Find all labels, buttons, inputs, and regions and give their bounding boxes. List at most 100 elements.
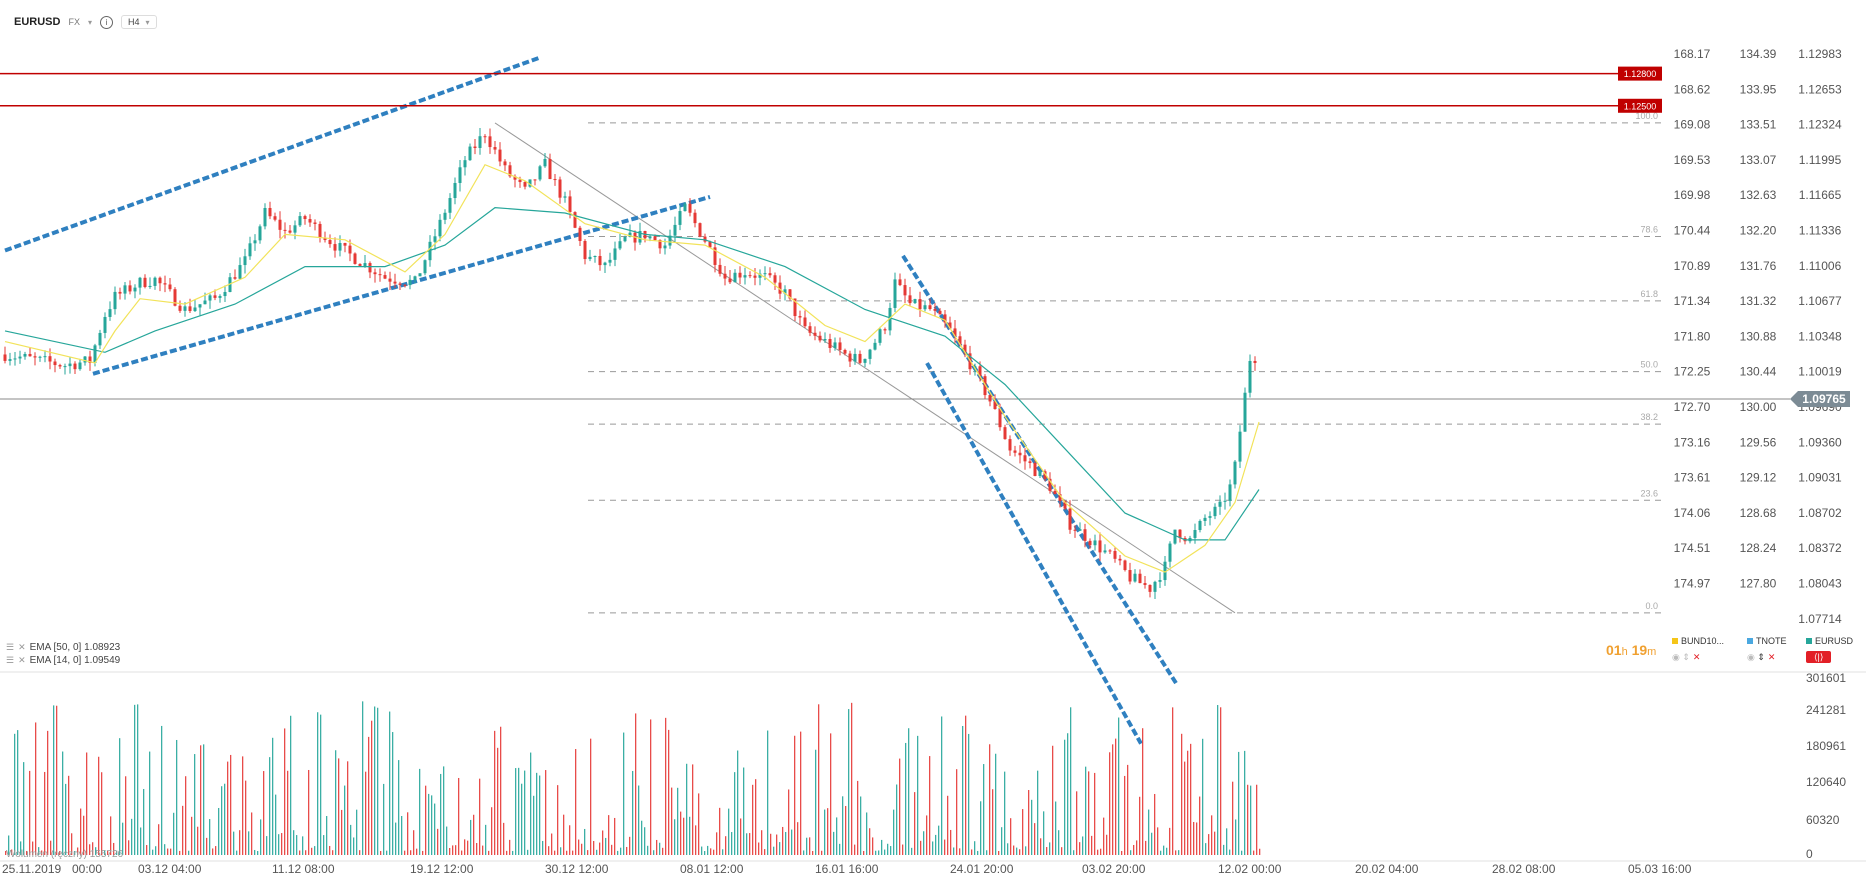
volume-bar <box>836 817 838 855</box>
candle-body <box>68 363 72 367</box>
candle-body <box>748 275 752 277</box>
settings-icon[interactable]: ☰ <box>6 642 15 652</box>
time-tick-label: 03.02 20:00 <box>1082 862 1146 876</box>
volume-bar <box>530 752 532 855</box>
volume-bar <box>968 733 970 855</box>
volume-bar <box>1166 847 1168 855</box>
candle-body <box>188 306 192 312</box>
timeframe-select[interactable]: H4 ▾ <box>120 15 157 29</box>
indicator-ema14[interactable]: ☰ ✕ EMA [14, 0] 1.09549 <box>6 655 120 666</box>
candle-body <box>478 136 482 148</box>
volume-bar <box>152 849 154 855</box>
candle-body <box>98 332 102 346</box>
volume-bar <box>101 772 103 855</box>
volume-bar <box>86 752 88 855</box>
volume-bar <box>1226 828 1228 855</box>
candle-body <box>458 167 462 183</box>
volume-bar <box>68 775 70 855</box>
candle-body <box>598 255 602 266</box>
settings-icon[interactable]: ☰ <box>6 655 15 665</box>
volume-bar <box>401 815 403 855</box>
symbol-label[interactable]: EURUSD <box>14 16 61 28</box>
volume-bar <box>815 749 817 855</box>
volume-bar <box>455 845 457 855</box>
volume-bar <box>71 833 73 855</box>
symbol-toggle-tnote[interactable]: TNOTE ◉ ⇕ ✕ <box>1747 636 1807 663</box>
volume-bar <box>725 836 727 855</box>
candle-body <box>1128 570 1132 582</box>
volume-bar <box>491 807 493 855</box>
candle-body <box>808 326 812 333</box>
candle-body <box>333 244 337 251</box>
time-tick-label: 11.12 08:00 <box>272 862 335 876</box>
candle-body <box>213 295 217 298</box>
close-icon[interactable]: ✕ <box>18 642 26 652</box>
indicator-ema50[interactable]: ☰ ✕ EMA [50, 0] 1.08923 <box>6 642 120 653</box>
volume-bar <box>119 738 121 855</box>
volume-bar <box>395 822 397 855</box>
close-icon[interactable]: ✕ <box>18 655 26 665</box>
timeframe-value: H4 <box>127 17 140 27</box>
candle-body <box>3 354 7 361</box>
candle-body <box>438 219 442 237</box>
volume-bar <box>941 716 943 855</box>
time-tick-label: 03.12 04:00 <box>138 862 202 876</box>
volume-bar <box>1154 793 1156 855</box>
volume-bar <box>17 730 19 855</box>
tnote-tick-label: 132.20 <box>1740 224 1777 238</box>
candle-body <box>548 158 552 180</box>
candle-body <box>148 285 152 288</box>
chevron-down-icon[interactable]: ▾ <box>87 17 92 27</box>
volume-bar <box>23 762 25 855</box>
candle-body <box>603 262 607 266</box>
active-scale-button[interactable]: ⟨|⟩ <box>1806 651 1832 663</box>
candle-body <box>1118 558 1122 561</box>
time-tick-label: 30.12 12:00 <box>545 862 609 876</box>
symbol-toggle-eurusd[interactable]: EURUSD ⟨|⟩ <box>1806 636 1866 663</box>
volume-bar <box>827 808 829 855</box>
tnote-tick-label: 133.51 <box>1740 118 1777 132</box>
candle-body <box>1078 529 1082 531</box>
volume-bar <box>617 850 619 855</box>
volume-bar <box>1037 770 1039 855</box>
eye-icon[interactable]: ◉ <box>1747 652 1755 662</box>
volume-bar <box>326 816 328 855</box>
volume-bar <box>998 850 1000 855</box>
candle-body <box>1093 540 1097 546</box>
close-icon[interactable]: ✕ <box>1692 652 1701 662</box>
close-icon[interactable]: ✕ <box>1767 652 1776 662</box>
volume-bar <box>611 844 613 855</box>
volume-bar <box>113 842 115 855</box>
volume-bar <box>989 744 991 855</box>
volume-bar <box>302 836 304 855</box>
volume-bar <box>953 847 955 855</box>
volume-bar <box>281 833 283 855</box>
volume-bar <box>1238 751 1240 855</box>
volume-bar <box>275 794 277 855</box>
volume-bar <box>1076 791 1078 855</box>
candle-body <box>363 263 367 267</box>
candle-body <box>663 245 667 249</box>
volume-bar <box>1019 849 1021 855</box>
sort-icon[interactable]: ⇕ <box>1682 652 1690 662</box>
volume-bar <box>659 842 661 855</box>
volume-bar <box>272 737 274 855</box>
sort-icon[interactable]: ⇕ <box>1757 652 1765 662</box>
volume-bar <box>1001 827 1003 855</box>
info-icon[interactable]: i <box>99 15 113 29</box>
bund-tick-label: 174.51 <box>1674 541 1711 555</box>
fib-label: 61.8 <box>1640 289 1658 299</box>
candle-body <box>388 278 392 282</box>
volume-bar <box>1028 790 1030 855</box>
eye-icon[interactable]: ◉ <box>1672 652 1680 662</box>
candle-body <box>523 182 527 187</box>
volume-bar <box>566 850 568 855</box>
volume-bar <box>260 819 262 855</box>
volume-bar <box>650 719 652 855</box>
volume-bar <box>680 811 682 855</box>
volume-bar <box>728 808 730 855</box>
tnote-tick-label: 130.44 <box>1740 365 1777 379</box>
symbol-toggle-bund[interactable]: BUND10... ◉ ⇕ ✕ <box>1672 636 1732 663</box>
volume-bar <box>506 850 508 855</box>
